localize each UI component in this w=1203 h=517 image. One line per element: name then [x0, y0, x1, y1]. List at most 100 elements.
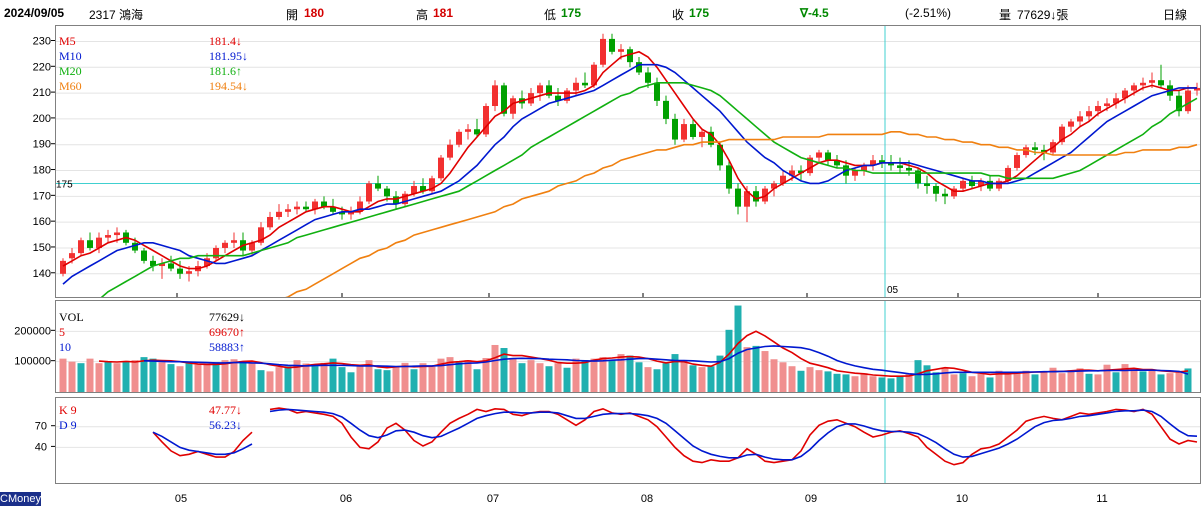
candle-body [942, 193, 948, 197]
volume-bar [923, 365, 931, 392]
candle-body [1194, 87, 1200, 91]
price-panel[interactable]: 05 175 [27, 25, 1201, 301]
volume-bar [473, 369, 481, 392]
legend-k-value: 47.77↓ [209, 403, 242, 417]
volume-bar [509, 358, 517, 392]
candle-body [807, 157, 813, 174]
candle-body [1176, 95, 1182, 112]
candle-body [114, 232, 120, 236]
volume-value: 77629↓張 [1017, 8, 1069, 22]
price-tick-label: 190 [33, 139, 51, 151]
candle-body [411, 186, 417, 194]
candle-body [978, 180, 984, 187]
candle-body [78, 240, 84, 254]
stock-name: 2317 鴻海 [89, 8, 144, 22]
volume-bar [590, 358, 598, 392]
volume-bar [770, 359, 778, 392]
candle-body [780, 175, 786, 184]
volume-bar [851, 376, 859, 392]
volume-tick-label: 200000 [14, 325, 51, 337]
volume-bar [338, 367, 346, 392]
volume-bar [968, 376, 976, 392]
volume-label: 量 [999, 8, 1012, 22]
month-label: 08 [641, 493, 653, 505]
candle-body [105, 235, 111, 238]
volume-panel[interactable] [55, 300, 1201, 393]
candle-body [825, 152, 831, 161]
volume-bar [86, 358, 94, 392]
candle-body [87, 240, 93, 248]
candle-body [663, 100, 669, 119]
candle-body [132, 242, 138, 251]
candle-body [204, 258, 210, 267]
volume-bar [1058, 373, 1066, 392]
volume-bar [194, 364, 202, 392]
volume-bar [905, 373, 913, 392]
candle-body [1104, 103, 1110, 107]
quote-header: 2024/09/05 2317 鴻海 開 180 高 181 低 175 收 1… [0, 0, 1203, 24]
volume-bar [257, 370, 265, 392]
volume-bar [455, 362, 463, 392]
high-label: 高 [416, 8, 429, 22]
volume-bar [788, 366, 796, 392]
legend-m5: M5 181.4↓ [59, 34, 254, 49]
volume-bar [1157, 374, 1165, 392]
ma10-line [62, 63, 1197, 285]
volume-bar [680, 360, 688, 392]
candle-body [1014, 155, 1020, 168]
candle-body [267, 216, 273, 228]
candle-body [231, 240, 237, 243]
volume-bar [761, 351, 769, 392]
volume-bar [212, 362, 220, 392]
candle-body [546, 85, 552, 96]
legend-vol5: 5 69670↑ [59, 325, 254, 340]
volume-bar [914, 360, 922, 392]
candle-body [1158, 80, 1164, 86]
volume-bar [662, 363, 670, 392]
volume-bar [266, 371, 274, 392]
volume-bar [410, 369, 418, 392]
volume-bar [311, 366, 319, 392]
legend-d-value: 56.23↓ [209, 418, 242, 432]
kd-tick-label: 40 [35, 441, 47, 453]
volume-chart [56, 301, 1200, 392]
volume-bar [941, 368, 949, 392]
price-tick-label: 230 [33, 35, 51, 47]
volume-bar [500, 348, 508, 392]
volume-bar [176, 366, 184, 392]
volume-bar [887, 378, 895, 392]
legend-vol-name: VOL [59, 310, 84, 324]
volume-bar [392, 367, 400, 392]
kd-panel[interactable] [55, 397, 1201, 484]
change-value: ∇-4.5 [800, 6, 829, 20]
candle-body [600, 38, 606, 65]
legend-m10-name: M10 [59, 49, 82, 63]
volume-bar [1166, 373, 1174, 392]
candle-body [249, 242, 255, 251]
legend-vol5-name: 5 [59, 325, 65, 339]
candle-body [879, 160, 885, 163]
volume-bar [1130, 368, 1138, 392]
volume-bar [995, 370, 1003, 392]
volume-bar [1040, 372, 1048, 392]
volume-bar [437, 358, 445, 392]
volume-bar [671, 354, 679, 392]
price-chart: 05 175 [27, 26, 1200, 301]
crosshair-date-label: 05 [887, 285, 899, 296]
volume-bar [113, 363, 121, 392]
candle-body [186, 271, 192, 274]
candle-body [888, 162, 894, 166]
volume-bar [383, 370, 391, 392]
candle-body [861, 165, 867, 171]
candle-body [60, 260, 66, 274]
candle-body [303, 206, 309, 210]
month-label: 05 [175, 493, 187, 505]
volume-bar [545, 366, 553, 392]
volume-bar [104, 361, 112, 392]
volume-bar [374, 369, 382, 392]
candle-body [1068, 121, 1074, 127]
candle-body [609, 38, 615, 52]
volume-bar [140, 357, 148, 392]
candle-body [870, 160, 876, 166]
legend-m60-name: M60 [59, 79, 82, 93]
